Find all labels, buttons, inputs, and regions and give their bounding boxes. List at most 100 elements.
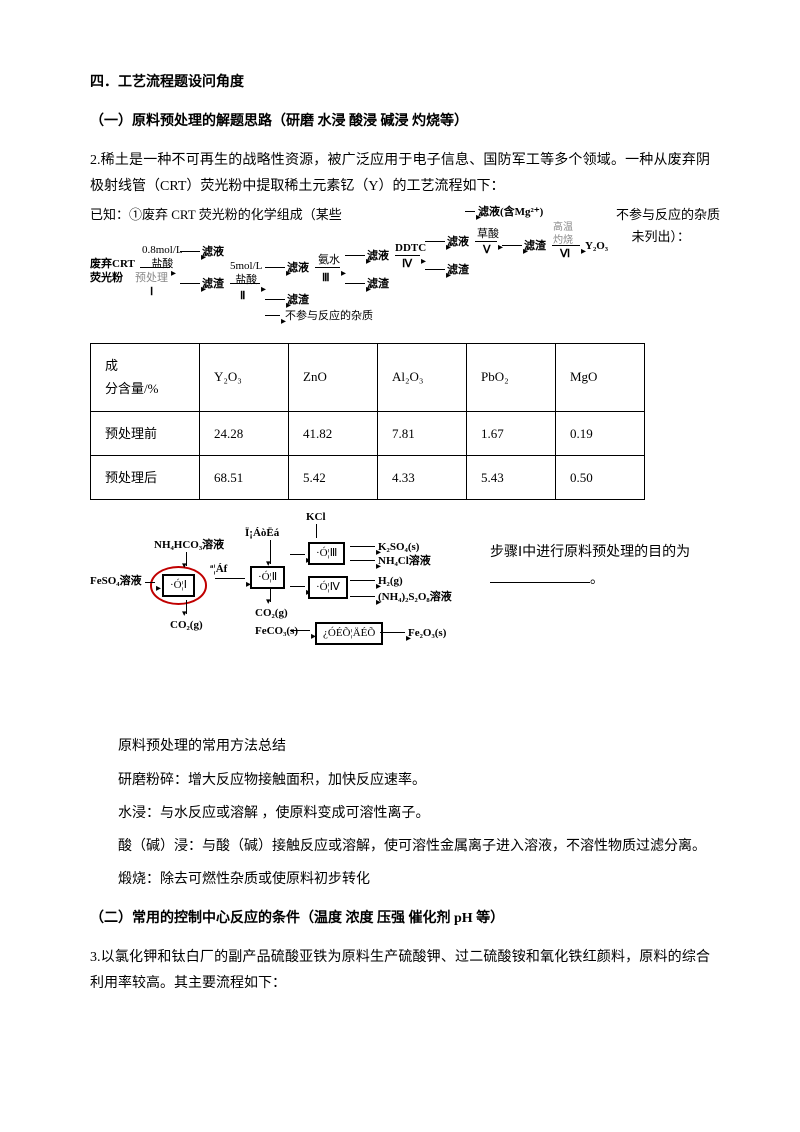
arrow-icon [345, 283, 365, 284]
flow2-feso4: FeSO₄溶液 [90, 574, 142, 588]
subsection-2-title: （二）常用的控制中心反应的条件（温度 浓度 压强 催化剂 pH 等） [90, 906, 710, 931]
flow1-residue-5: 滤渣 [524, 239, 546, 253]
arrow-icon [425, 269, 445, 270]
summary-3: 酸（碱）浸：与酸（碱）接触反应或溶解，使可溶性金属离子进入溶液，不溶性物质过滤分… [90, 834, 710, 859]
arrow-icon [265, 299, 285, 300]
flow1-impurity: 不参与反应的杂质 [285, 309, 373, 323]
question-step1: 步骤Ⅰ中进行原料预处理的目的为。 [490, 540, 700, 593]
table-header-component: 成 分含量/% [91, 343, 200, 411]
arrow-icon [345, 255, 365, 256]
flow2-nh4s2o8: (NH₄)₂S₂O₈溶液 [378, 590, 452, 604]
flow1-step3-num: Ⅲ [322, 271, 330, 285]
flow2-bottom-box: ¿ÓÉÕ¦ÄÉÕ [315, 622, 383, 644]
flow1-filtrate-3: 滤液 [367, 249, 389, 263]
flow1-step5-reagent: 草酸 [477, 227, 499, 241]
cell: 68.51 [200, 455, 289, 499]
flow1-step1-box: 预处理 [135, 271, 168, 285]
flow1-step6-num: Ⅵ [560, 247, 570, 261]
flow2-fe2o3: Fe₂O₃(s) [408, 626, 446, 640]
flow1-step4-num: Ⅳ [402, 257, 412, 271]
flow2-co2-1: CO₂(g) [170, 618, 203, 632]
cell: 1.67 [467, 411, 556, 455]
cell: 0.19 [556, 411, 645, 455]
known-prefix: 已知：①废弃 CRT 荧光粉的化学组成（某些 [90, 207, 342, 224]
flow1-residue-1: 滤渣 [202, 277, 224, 291]
flow2-kcl: KCl [306, 510, 326, 524]
arrow-icon [265, 267, 285, 268]
flow2-label-a: Ï¡ÁòËá [245, 526, 279, 540]
cell: 41.82 [289, 411, 378, 455]
flow2-co2-2: CO₂(g) [255, 606, 288, 620]
cell: 7.81 [378, 411, 467, 455]
cell: 0.50 [556, 455, 645, 499]
row-after: 预处理后 [91, 455, 200, 499]
arrow-icon [502, 245, 522, 246]
flow1-step5-num: Ⅴ [483, 243, 491, 257]
summary-1: 研磨粉碎：增大反应物接触面积，加快反应速率。 [90, 768, 710, 793]
arrow-icon [350, 596, 375, 597]
arrow-down-head: ▾ [266, 558, 271, 570]
composition-table: 成 分含量/% Y₂O₃ ZnO Al₂O₃ PbO₂ MgO 预处理前 24.… [90, 343, 645, 501]
table-row: 预处理后 68.51 5.42 4.33 5.43 0.50 [91, 455, 645, 499]
arrow-icon [425, 241, 445, 242]
arrow-icon [265, 315, 280, 316]
table-col-3: Al₂O₃ [378, 343, 467, 411]
summary-4: 煅烧：除去可燃性杂质或使原料初步转化 [90, 867, 710, 892]
section-title: 四．工艺流程题设问角度 [90, 70, 710, 95]
flow2-feco3: FeCO₃(s) [255, 624, 298, 638]
cell: 24.28 [200, 411, 289, 455]
arrow-icon [465, 211, 475, 212]
table-row: 预处理前 24.28 41.82 7.81 1.67 0.19 [91, 411, 645, 455]
summary-title: 原料预处理的常用方法总结 [90, 734, 710, 759]
cell: 4.33 [378, 455, 467, 499]
flow1-mg-note: 滤液(含Mg²⁺) [478, 205, 543, 219]
flow2-label-b: ª¦Áf [210, 562, 227, 576]
flow1-filtrate-4: 滤液 [447, 235, 469, 249]
arrow-icon [350, 580, 375, 581]
flow1-product: Y₂O₃ [585, 239, 608, 253]
flow1-filtrate-1: 滤液 [202, 245, 224, 259]
row-before: 预处理前 [91, 411, 200, 455]
arrow-icon [380, 632, 405, 633]
flow2-h2: H₂(g) [378, 574, 403, 588]
arrow-icon [180, 251, 200, 252]
flow-diagram-1: 已知：①废弃 CRT 荧光粉的化学组成（某些 不参与反应的杂质 未列出）： 废弃… [90, 207, 710, 337]
flow1-residue-2: 滤渣 [287, 293, 309, 307]
flow2-k2so4: K₂SO₄(s) [378, 540, 419, 554]
arrow-down-icon [316, 524, 317, 538]
arrow-icon [145, 582, 155, 583]
flow1-start: 废弃CRT 荧光粉 [90, 257, 135, 286]
known-mid: 不参与反应的杂质 [616, 207, 720, 224]
flow1-step4-reagent: DDTC [395, 241, 426, 255]
flow-diagram-2: FeSO₄溶液 ·Ó¦Ⅰ NH₄HCO₃溶液 ▾ ▾ CO₂(g) ª¦Áf ·… [90, 510, 710, 660]
arrow-icon [215, 578, 245, 579]
arrow-icon [290, 554, 305, 555]
cell: 5.42 [289, 455, 378, 499]
flow1-filtrate-2: 滤液 [287, 261, 309, 275]
flow1-residue-3: 滤渣 [367, 277, 389, 291]
arrow-icon [180, 283, 200, 284]
flow1-step1-num: Ⅰ [150, 285, 153, 299]
arrow-icon [290, 586, 305, 587]
answer-blank[interactable] [490, 582, 590, 583]
subsection-1-title: （一）原料预处理的解题思路（研磨 水浸 酸浸 碱浸 灼烧等） [90, 109, 710, 134]
flow2-nh4hco3: NH₄HCO₃溶液 [154, 538, 224, 552]
flow2-step4-box: ·Ó¦Ⅳ [308, 576, 348, 598]
flow1-residue-4: 滤渣 [447, 263, 469, 277]
summary-2: 水浸：与水反应或溶解 ，使原料变成可溶性离子。 [90, 801, 710, 826]
known-suffix: 未列出）： [631, 229, 690, 246]
table-col-1: Y₂O₃ [200, 343, 289, 411]
flow1-step6-reagent: 高温 灼烧 [553, 221, 573, 247]
flow2-nh4cl: NH₄Cl溶液 [378, 554, 431, 568]
cell: 5.43 [467, 455, 556, 499]
flow1-step2-reagent: 5mol/L 盐酸 [230, 259, 262, 288]
problem-2-intro: 2.稀土是一种不可再生的战略性资源，被广泛应用于电子信息、国防军工等多个领域。一… [90, 148, 710, 198]
table-col-2: ZnO [289, 343, 378, 411]
flow1-step2-num: Ⅱ [240, 289, 245, 303]
flow1-step1-reagent: 0.8mol/L 盐酸 [142, 243, 183, 272]
arrow-icon [350, 546, 375, 547]
flow1-step3-reagent: 氨水 [318, 253, 340, 267]
flow2-step3-box: ·Ó¦Ⅲ [308, 542, 345, 564]
problem-3-intro: 3.以氯化钾和钛白厂的副产品硫酸亚铁为原料生产硫酸钾、过二硫酸铵和氧化铁红颜料，… [90, 945, 710, 995]
arrow-icon [350, 560, 375, 561]
